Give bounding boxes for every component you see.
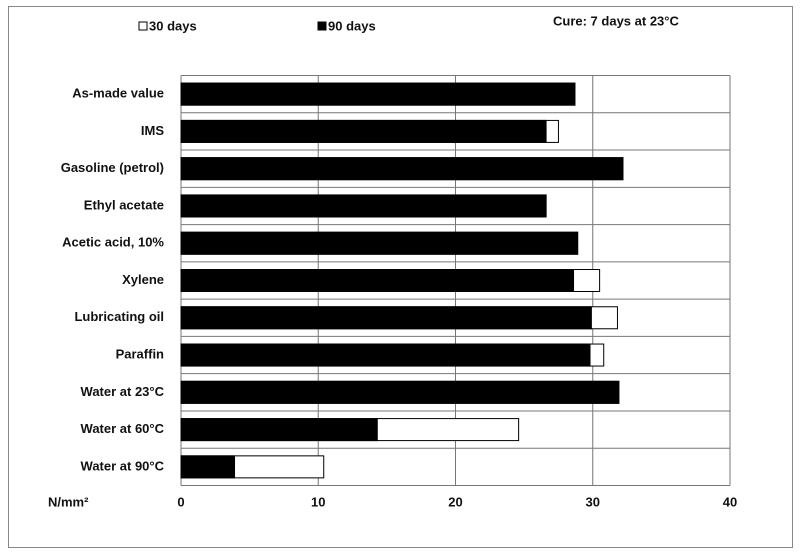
y-tick-label: As-made value	[72, 86, 164, 101]
x-tick-label: 40	[723, 494, 737, 509]
bar	[180, 455, 236, 479]
bar	[180, 269, 575, 292]
y-tick-label: Gasoline (petrol)	[61, 160, 164, 175]
annotation: Cure: 7 days at 23°C	[553, 13, 679, 28]
bar	[180, 194, 547, 218]
legend-label: 90 days	[328, 18, 376, 33]
y-tick-label: Water at 90°C	[81, 458, 165, 473]
y-tick-label: Xylene	[122, 272, 164, 287]
bar	[180, 157, 624, 181]
y-tick-label: Water at 60°C	[81, 421, 165, 436]
legend-swatch	[138, 21, 148, 31]
x-tick-label: 0	[177, 494, 184, 509]
bar	[180, 82, 576, 106]
y-tick-label: IMS	[141, 123, 164, 138]
y-tick-label: Ethyl acetate	[84, 197, 164, 212]
legend-label: 30 days	[149, 18, 197, 33]
bar	[180, 380, 620, 404]
y-tick-label: Acetic acid, 10%	[62, 235, 164, 250]
bar	[180, 306, 592, 330]
x-tick-label: 10	[311, 494, 325, 509]
bar	[180, 119, 547, 143]
y-tick-label: Lubricating oil	[74, 309, 164, 324]
legend-swatch	[317, 21, 327, 31]
y-tick-label: Water at 23°C	[81, 384, 165, 399]
bar	[180, 343, 591, 367]
x-tick-label: 30	[586, 494, 600, 509]
bar	[180, 418, 378, 442]
x-axis-label: N/mm²	[48, 494, 89, 509]
x-tick-label: 20	[448, 494, 462, 509]
y-tick-label: Paraffin	[116, 346, 164, 361]
bar	[180, 231, 579, 255]
chart-frame	[8, 6, 793, 548]
